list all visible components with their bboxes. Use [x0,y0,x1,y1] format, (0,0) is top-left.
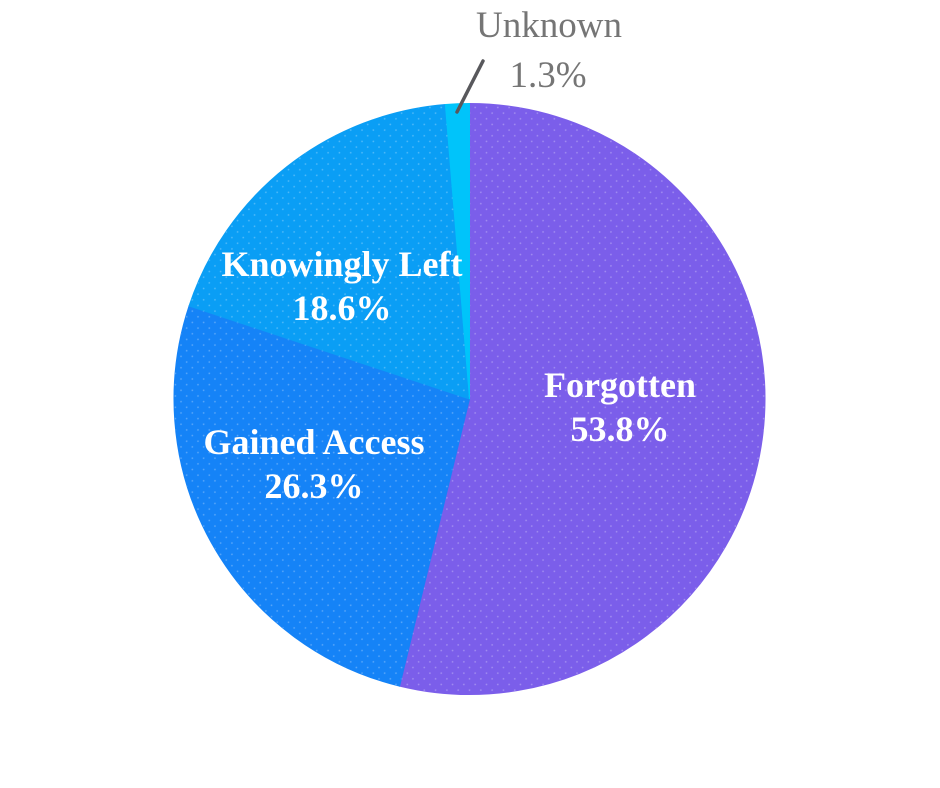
svg-text:1.3%: 1.3% [509,55,586,96]
svg-text:53.8%: 53.8% [571,409,670,449]
svg-text:Forgotten: Forgotten [544,365,696,405]
svg-text:18.6%: 18.6% [293,288,392,328]
svg-text:Unknown: Unknown [476,5,622,46]
svg-text:Gained Access: Gained Access [204,422,425,462]
svg-text:Knowingly Left: Knowingly Left [221,244,462,284]
svg-text:26.3%: 26.3% [265,466,364,506]
